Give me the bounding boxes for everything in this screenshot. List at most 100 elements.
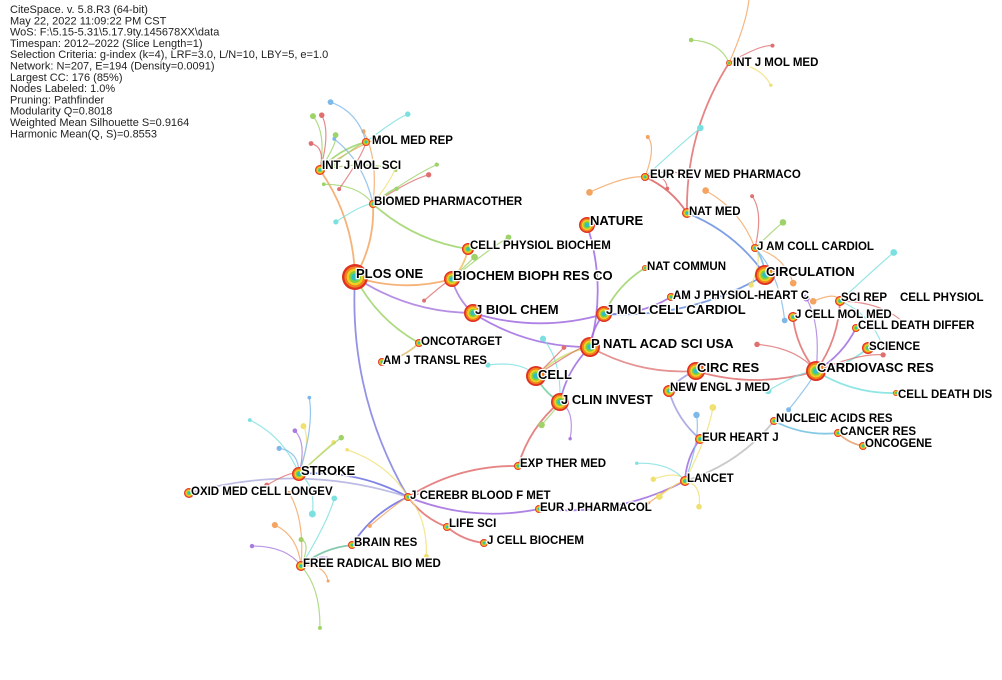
leaf-node xyxy=(696,503,702,510)
node-label: INT J MOL SCI xyxy=(322,160,401,172)
edge xyxy=(407,496,540,515)
info-line: Harmonic Mean(Q, S)=0.8553 xyxy=(10,128,157,140)
edge xyxy=(695,370,817,381)
info-line: Weighted Mean Silhouette S=0.9164 xyxy=(10,117,189,129)
leaf-edge xyxy=(319,164,396,171)
leaf-node xyxy=(276,445,282,451)
leaf-node xyxy=(331,495,338,502)
leaf-node xyxy=(880,352,886,358)
leaf-node xyxy=(538,421,545,429)
edge xyxy=(603,274,766,316)
leaf-edge xyxy=(312,115,323,171)
leaf-node xyxy=(770,43,775,48)
node xyxy=(466,247,470,251)
leaf-edge xyxy=(728,45,773,64)
leaf-edge xyxy=(839,300,905,324)
node-label: NATURE xyxy=(590,213,644,228)
leaf-node xyxy=(586,189,593,196)
edge xyxy=(684,420,775,482)
node-label: SCI REP xyxy=(841,292,887,304)
leaf-node xyxy=(786,407,792,413)
leaf-node xyxy=(327,99,334,105)
leaf-node xyxy=(709,404,717,411)
node-label: CARDIOVASC RES xyxy=(817,360,934,375)
edge xyxy=(407,465,519,498)
leaf-node xyxy=(271,521,278,529)
node xyxy=(533,373,539,379)
info-line: Largest CC: 176 (85%) xyxy=(10,72,123,84)
leaf-node xyxy=(287,490,291,495)
leaf-edge xyxy=(300,565,321,628)
node xyxy=(537,507,541,511)
node-label: BIOMED PHARMACOTHER xyxy=(374,196,523,208)
node-label: OXID MED CELL LONGEV xyxy=(191,486,333,498)
info-line: Nodes Labeled: 1.0% xyxy=(10,83,115,95)
leaf-edge xyxy=(728,62,772,86)
leaf-edge xyxy=(323,183,374,205)
node-label: PLOS ONE xyxy=(356,266,424,281)
leaf-node xyxy=(292,428,298,434)
node-label: J CLIN INVEST xyxy=(561,392,653,407)
leaf-edge xyxy=(589,176,646,193)
node xyxy=(836,431,840,435)
leaf-node xyxy=(367,523,372,528)
leaf-node xyxy=(471,253,478,261)
leaf-node xyxy=(650,476,657,482)
leaves xyxy=(247,0,907,630)
leaf-node xyxy=(647,501,651,505)
leaf-edge xyxy=(839,252,895,302)
node xyxy=(866,346,870,350)
edge xyxy=(372,203,469,250)
nodes xyxy=(184,60,899,571)
leaf-node xyxy=(434,162,439,167)
node-label: J BIOL CHEM xyxy=(475,302,559,317)
leaf-node xyxy=(697,124,704,132)
leaf-edge xyxy=(407,496,427,557)
edge xyxy=(298,472,409,498)
edge xyxy=(472,312,605,325)
node-label: J CELL BIOCHEM xyxy=(487,535,584,547)
node xyxy=(380,360,384,364)
edge xyxy=(773,420,839,435)
node xyxy=(318,168,322,172)
leaf-node xyxy=(309,113,316,120)
node-label: J MOL CELL CARDIOL xyxy=(606,302,746,317)
leaf-edge xyxy=(319,136,382,171)
leaf-edge xyxy=(644,136,653,178)
leaf-node xyxy=(426,172,432,178)
info-line: Pruning: Pathfinder xyxy=(10,94,105,106)
leaf-node xyxy=(890,249,898,256)
edge xyxy=(686,212,766,276)
leaf-node xyxy=(750,194,755,199)
leaf-node xyxy=(779,219,787,226)
leaf-edge xyxy=(274,524,302,567)
leaf-node xyxy=(881,345,885,349)
node xyxy=(470,310,476,316)
leaf-node xyxy=(300,423,307,430)
node xyxy=(482,541,486,545)
node-label: NAT COMMUN xyxy=(647,261,726,273)
node xyxy=(683,479,687,483)
node xyxy=(791,315,795,319)
node-label: EXP THER MED xyxy=(520,458,606,470)
leaf-node xyxy=(323,556,330,562)
info-panel: CiteSpace. v. 5.8.R3 (64-bit)May 22, 202… xyxy=(10,4,328,140)
node xyxy=(728,62,730,64)
leaf-edge xyxy=(288,492,303,567)
node xyxy=(667,389,671,393)
edge xyxy=(354,276,474,314)
info-line: Timespan: 2012–2022 (Slice Length=1) xyxy=(10,38,203,50)
node xyxy=(685,211,689,215)
leaf-edge xyxy=(839,300,884,348)
leaf-node xyxy=(394,186,399,192)
node xyxy=(772,419,776,423)
leaf-node xyxy=(655,493,663,500)
leaf-node xyxy=(264,482,270,488)
leaf-node xyxy=(393,164,398,170)
node-label: ONCOTARGET xyxy=(421,336,502,348)
node xyxy=(601,311,607,317)
labels: INT J MOL MED MOL MED REP INT J MOL SCI BIO… xyxy=(190,56,994,572)
leaf-node xyxy=(332,132,339,138)
node xyxy=(299,564,303,568)
node xyxy=(753,246,757,250)
